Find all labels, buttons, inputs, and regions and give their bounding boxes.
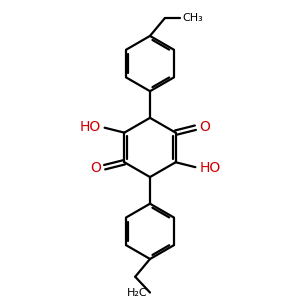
Text: H₂C: H₂C	[126, 287, 147, 298]
Text: CH₃: CH₃	[183, 13, 203, 23]
Text: HO: HO	[199, 161, 220, 175]
Text: O: O	[90, 161, 101, 175]
Text: O: O	[199, 120, 210, 134]
Text: HO: HO	[80, 120, 101, 134]
